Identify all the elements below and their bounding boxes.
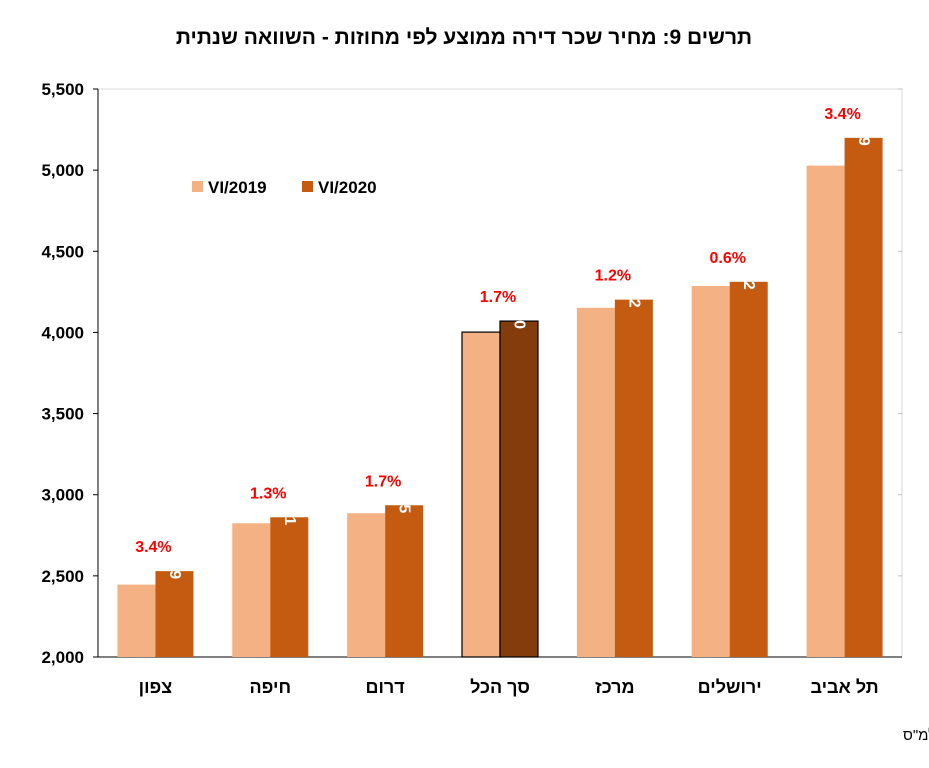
change-label: 1.3% [250,485,286,502]
legend-swatch-2019 [192,181,203,192]
value-label-2020: 4,312 [740,250,757,290]
change-label: 3.4% [135,539,171,556]
y-tick-label: 4,000 [41,323,84,342]
chart-title: תרשים 9: מחיר שכר דירה ממוצע לפי מחוזות … [176,26,752,49]
source-note: מקור: סקר שכר דירה - למ"ס [903,727,929,744]
legend-label-2019: VI/2019 [208,178,267,197]
y-tick-label: 2,500 [41,567,84,586]
legend-label-2020: VI/2020 [318,178,377,197]
change-label: 1.2% [595,268,631,285]
bar-2019 [347,513,386,657]
bar-2020 [270,517,309,657]
bar-2020 [844,137,883,657]
x-axis: צפון חיפה דרום סך הכל מרכז ירושלים תל אביב [98,656,902,697]
bar-2019 [806,165,845,657]
value-label-2020: 5,199 [855,106,872,146]
change-label: 1.7% [365,473,401,490]
bar-2019 [576,307,615,657]
y-tick-label: 5,000 [41,161,84,180]
legend: VI/2019 VI/2020 [192,178,377,197]
y-tick-label: 5,500 [41,80,84,99]
x-tick-label: תל אביב [810,677,878,697]
bar-2019 [117,584,156,657]
y-tick-label: 2,000 [41,648,84,667]
bar-2019 [461,331,501,658]
x-tick-label: מרכז [595,677,634,697]
change-label: 3.4% [824,106,860,123]
bar-2020 [499,320,539,658]
value-label-2020: 2,935 [396,473,413,513]
y-axis: 2,000 2,500 3,000 3,500 4,000 4,500 5,000 5,500 [41,80,902,667]
legend-swatch-2020 [302,181,313,192]
bar-2019 [232,523,271,657]
bar-2020 [729,281,768,657]
y-tick-label: 3,500 [41,405,84,424]
x-tick-label: סך הכל [470,677,530,697]
bar-2020 [614,299,653,657]
x-tick-label: ירושלים [698,677,762,697]
bar-2019 [691,286,730,657]
value-label-2020: 2,529 [166,539,183,579]
x-tick-label: צפון [139,677,173,697]
y-tick-label: 3,000 [41,486,84,505]
bar-2020 [385,505,424,657]
value-label-2020: 4,070 [511,289,528,329]
x-tick-label: חיפה [249,677,291,697]
x-tick-label: דרום [366,677,405,697]
bars [117,137,883,658]
y-tick-label: 4,500 [41,242,84,261]
change-label: 1.7% [480,289,516,306]
bar-2020 [155,571,194,657]
value-label-2020: 4,202 [625,268,642,308]
value-label-2020: 2,861 [281,485,298,525]
change-label: 0.6% [709,250,745,267]
